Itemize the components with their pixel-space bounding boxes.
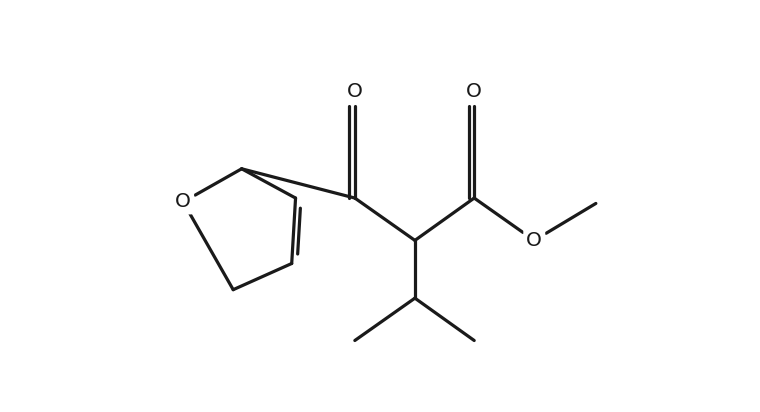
- Text: O: O: [527, 231, 542, 250]
- Text: O: O: [176, 192, 191, 211]
- Text: O: O: [347, 82, 363, 101]
- Text: O: O: [467, 82, 482, 101]
